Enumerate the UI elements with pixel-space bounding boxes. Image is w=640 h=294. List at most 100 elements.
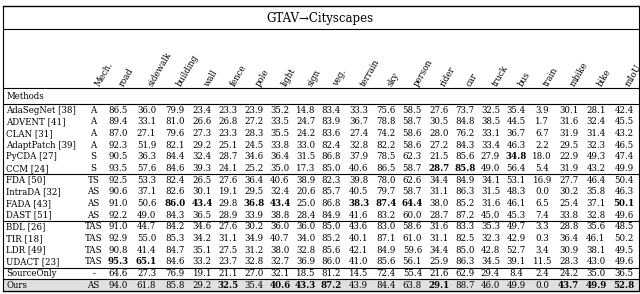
Text: 36.3: 36.3 xyxy=(137,152,156,161)
Text: 3.3: 3.3 xyxy=(536,222,549,231)
Text: 43.2: 43.2 xyxy=(586,164,605,173)
Text: 84.2: 84.2 xyxy=(166,222,185,231)
Text: 27.9: 27.9 xyxy=(481,152,500,161)
Text: -: - xyxy=(92,269,95,278)
Text: 36.4: 36.4 xyxy=(270,152,289,161)
Text: 32.1: 32.1 xyxy=(270,269,289,278)
Text: 32.5: 32.5 xyxy=(218,281,239,290)
Text: S: S xyxy=(91,164,97,173)
Text: 92.2: 92.2 xyxy=(108,211,128,220)
Text: 58.5: 58.5 xyxy=(403,106,422,115)
Text: 21.5: 21.5 xyxy=(429,152,449,161)
Text: 87.2: 87.2 xyxy=(455,211,474,220)
Text: 82.4: 82.4 xyxy=(166,176,185,185)
Text: 34.6: 34.6 xyxy=(244,152,264,161)
Text: 82.3: 82.3 xyxy=(322,176,341,185)
Text: UDACT [23]: UDACT [23] xyxy=(6,257,60,266)
Text: 38.0: 38.0 xyxy=(270,246,289,255)
Text: 31.9: 31.9 xyxy=(559,164,579,173)
Text: 62.3: 62.3 xyxy=(403,152,422,161)
Text: 63.8: 63.8 xyxy=(403,281,422,290)
Text: 23.7: 23.7 xyxy=(219,257,237,266)
Text: 34.0: 34.0 xyxy=(296,234,316,243)
Text: 43.6: 43.6 xyxy=(349,222,368,231)
Text: 19.1: 19.1 xyxy=(218,187,238,196)
Text: 32.3: 32.3 xyxy=(481,234,500,243)
Text: car: car xyxy=(465,72,479,88)
Text: 22.9: 22.9 xyxy=(559,152,579,161)
Text: 87.1: 87.1 xyxy=(376,234,396,243)
Text: LDR [49]: LDR [49] xyxy=(6,246,46,255)
Text: 85.0: 85.0 xyxy=(455,246,474,255)
Text: 87.0: 87.0 xyxy=(108,129,128,138)
Text: 49.9: 49.9 xyxy=(507,281,526,290)
Text: A: A xyxy=(90,117,97,126)
Text: person: person xyxy=(412,58,435,88)
Text: 84.4: 84.4 xyxy=(376,281,396,290)
Text: 34.5: 34.5 xyxy=(481,257,500,266)
Text: truck: truck xyxy=(490,64,510,88)
Text: 45.0: 45.0 xyxy=(481,211,500,220)
Text: IntraDA [32]: IntraDA [32] xyxy=(6,187,61,196)
Text: 28.3: 28.3 xyxy=(244,129,264,138)
Text: AdaSegNet [38]: AdaSegNet [38] xyxy=(6,106,76,115)
Text: road: road xyxy=(118,67,136,88)
Text: 64.6: 64.6 xyxy=(108,269,128,278)
Text: GTAV→Cityscapes: GTAV→Cityscapes xyxy=(266,12,374,25)
Text: 87.2: 87.2 xyxy=(321,281,342,290)
Text: 61.0: 61.0 xyxy=(403,234,422,243)
Text: 36.0: 36.0 xyxy=(296,222,316,231)
Text: 92.5: 92.5 xyxy=(108,176,128,185)
Text: 46.3: 46.3 xyxy=(614,187,634,196)
Text: 82.2: 82.2 xyxy=(376,141,396,150)
Text: 41.0: 41.0 xyxy=(349,257,369,266)
Text: 27.6: 27.6 xyxy=(218,222,238,231)
Text: 24.2: 24.2 xyxy=(296,129,316,138)
Text: 76.9: 76.9 xyxy=(166,269,185,278)
Text: 49.5: 49.5 xyxy=(614,246,634,255)
Text: sky: sky xyxy=(386,71,401,88)
Text: 49.7: 49.7 xyxy=(507,222,526,231)
Text: 90.5: 90.5 xyxy=(108,152,128,161)
Text: 32.5: 32.5 xyxy=(481,106,500,115)
Text: 0.0: 0.0 xyxy=(535,281,549,290)
Text: 25.4: 25.4 xyxy=(559,199,579,208)
Text: 20.6: 20.6 xyxy=(296,187,316,196)
Text: 36.7: 36.7 xyxy=(349,117,368,126)
Text: 49.9: 49.9 xyxy=(585,281,607,290)
Text: 1.7: 1.7 xyxy=(535,117,549,126)
Text: 58.7: 58.7 xyxy=(403,164,422,173)
Text: 30.5: 30.5 xyxy=(429,117,449,126)
Text: 86.8: 86.8 xyxy=(322,199,341,208)
Text: SourceOnly: SourceOnly xyxy=(6,269,57,278)
Text: 84.9: 84.9 xyxy=(376,246,396,255)
Text: 37.1: 37.1 xyxy=(137,187,156,196)
Text: 93.5: 93.5 xyxy=(109,164,127,173)
Text: 73.7: 73.7 xyxy=(455,106,474,115)
Text: 6.5: 6.5 xyxy=(535,199,549,208)
Text: 87.4: 87.4 xyxy=(375,199,397,208)
Text: 85.0: 85.0 xyxy=(322,222,341,231)
Text: 28.3: 28.3 xyxy=(559,257,579,266)
Text: 55.0: 55.0 xyxy=(137,234,156,243)
Text: S: S xyxy=(91,152,97,161)
Text: 31.9: 31.9 xyxy=(559,129,579,138)
Text: 82.1: 82.1 xyxy=(165,141,185,150)
Text: 31.1: 31.1 xyxy=(429,234,449,243)
Text: 27.6: 27.6 xyxy=(429,106,449,115)
Text: 33.1: 33.1 xyxy=(481,129,500,138)
Text: 39.1: 39.1 xyxy=(507,257,526,266)
Text: 49.9: 49.9 xyxy=(614,164,634,173)
Text: 27.6: 27.6 xyxy=(218,176,238,185)
Text: 34.1: 34.1 xyxy=(481,176,500,185)
Text: FDA [50]: FDA [50] xyxy=(6,176,46,185)
Text: 35.3: 35.3 xyxy=(481,222,500,231)
Text: 29.8: 29.8 xyxy=(218,199,238,208)
Text: 88.7: 88.7 xyxy=(455,281,474,290)
Text: 37.9: 37.9 xyxy=(349,152,368,161)
Text: 29.4: 29.4 xyxy=(481,269,500,278)
Text: 3.4: 3.4 xyxy=(536,246,549,255)
Text: 23.9: 23.9 xyxy=(244,106,264,115)
Text: PyCDA [27]: PyCDA [27] xyxy=(6,152,58,161)
Text: 42.8: 42.8 xyxy=(481,246,500,255)
